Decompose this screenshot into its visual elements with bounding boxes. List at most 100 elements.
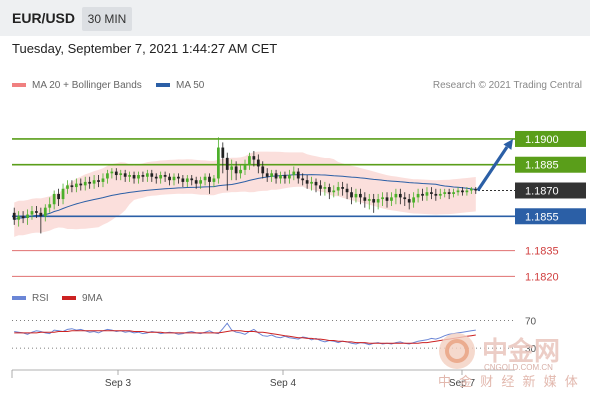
candle-body: [185, 178, 189, 182]
level-label-5: 1.1820: [525, 271, 559, 283]
candle-body: [323, 187, 327, 189]
candle-body: [434, 193, 438, 196]
candle-body: [332, 190, 336, 193]
candle-body: [194, 180, 198, 184]
candle-body: [469, 188, 473, 191]
candle-body: [154, 176, 158, 179]
candle-body: [270, 173, 274, 177]
candle-body: [132, 175, 136, 179]
candle-body: [101, 178, 105, 182]
candle-body: [145, 173, 149, 177]
legend-ma50: MA 50: [156, 80, 204, 91]
candle-body: [212, 178, 216, 182]
candle-body: [181, 178, 185, 182]
candle-body: [363, 197, 367, 201]
candle-body: [465, 190, 469, 193]
rsi-series-rsi: [14, 322, 476, 346]
candle-body: [234, 166, 238, 174]
candle-body: [430, 192, 433, 194]
level-label-3: 1.1855: [525, 211, 559, 223]
candle-body: [310, 181, 313, 184]
candle-body: [394, 193, 398, 198]
candle-body: [319, 185, 322, 189]
candle-body: [248, 156, 251, 165]
candle-body: [123, 173, 127, 177]
candle-body: [216, 147, 220, 179]
candle-body: [74, 183, 78, 188]
candle-body: [367, 199, 371, 201]
candle-body: [61, 188, 65, 200]
candle-body: [221, 147, 225, 158]
legend-9ma: 9MA: [62, 293, 103, 304]
candle-body: [403, 197, 407, 200]
level-tag-2: [515, 182, 586, 199]
candle-body: [425, 192, 429, 196]
timeframe-button[interactable]: 30 MIN: [82, 7, 132, 31]
candle-body: [354, 193, 358, 198]
candle-body: [128, 175, 131, 177]
candle-body: [79, 183, 83, 186]
bollinger-label: MA 20 + Bollinger Bands: [32, 80, 142, 91]
ma50-swatch-icon: [156, 83, 170, 88]
legend-rsi: RSI: [12, 293, 49, 304]
candle-body: [421, 193, 424, 196]
candle-body: [443, 192, 447, 194]
candle-body: [385, 197, 389, 201]
candle-body: [190, 178, 194, 181]
level-labels: 1.1900 1.1885 1.1870 1.1855 1.1835 1.1820: [515, 130, 586, 283]
candle-body: [199, 180, 202, 184]
candle-body: [30, 211, 34, 215]
candles: [12, 137, 478, 234]
candle-body: [412, 197, 416, 203]
candle-body: [52, 193, 56, 205]
candle-body: [301, 178, 305, 181]
candle-body: [137, 175, 140, 179]
candle-body: [12, 212, 16, 220]
candle-body: [70, 185, 74, 188]
candle-body: [203, 176, 207, 181]
ma9-label: 9MA: [82, 293, 103, 304]
candle-body: [336, 187, 340, 191]
rsi-series-9ma: [14, 330, 476, 344]
candle-body: [292, 171, 296, 176]
candle-body: [327, 187, 331, 193]
candle-body: [288, 175, 291, 179]
candle-body: [83, 181, 87, 186]
level-label-2: 1.1870: [525, 186, 559, 198]
candle-body: [141, 175, 145, 177]
candle-body: [305, 180, 309, 184]
candle-body: [163, 175, 167, 177]
candle-body: [88, 181, 92, 184]
candle-body: [119, 173, 123, 176]
candle-body: [17, 216, 21, 220]
top-bar: EUR/USD 30 MIN: [0, 0, 590, 36]
candle-body: [168, 176, 171, 181]
level-tag-0: [515, 130, 586, 147]
rsi-label: RSI: [32, 293, 49, 304]
candle-body: [279, 175, 282, 179]
rsi-swatch-icon: [12, 296, 26, 301]
level-label-0: 1.1900: [525, 134, 559, 146]
candle-body: [452, 192, 455, 194]
rsi-tick-30: 30: [525, 344, 537, 355]
x-tick-label-0: Sep 3: [105, 378, 132, 389]
candle-body: [390, 197, 393, 201]
candle-body: [261, 166, 265, 174]
timestamp: Tuesday, September 7, 2021 1:44:27 AM CE…: [12, 41, 278, 56]
candle-body: [97, 180, 100, 182]
candle-body: [225, 157, 229, 170]
candle-body: [438, 193, 442, 196]
candle-body: [265, 173, 269, 177]
candle-body: [26, 214, 29, 218]
rsi-tick-70: 70: [525, 316, 537, 327]
candle-body: [461, 190, 464, 193]
price-levels: [12, 138, 515, 277]
candle-body: [314, 181, 318, 186]
candle-body: [274, 173, 278, 179]
candle-body: [159, 175, 163, 179]
candle-body: [345, 188, 349, 193]
candle-body: [21, 216, 25, 218]
ma9-swatch-icon: [62, 296, 76, 301]
candle-body: [474, 188, 478, 191]
